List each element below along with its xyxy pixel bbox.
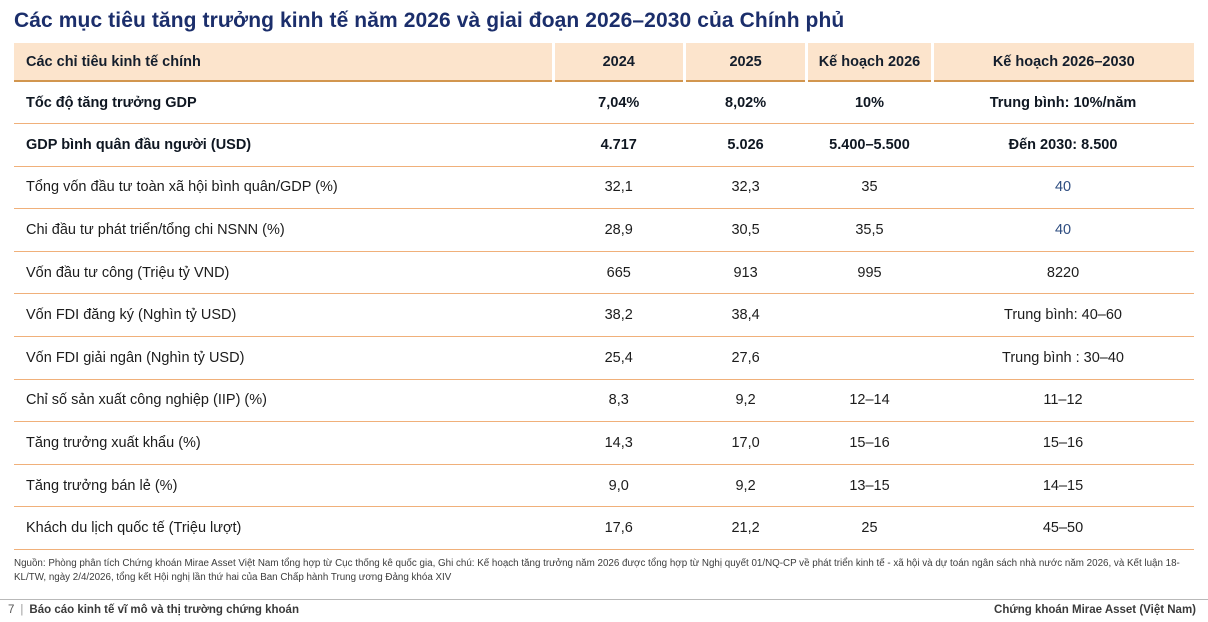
indicator-value: 9,2 bbox=[684, 379, 807, 423]
table-row: Chỉ số sản xuất công nghiệp (IIP) (%) 8,3… bbox=[14, 379, 1194, 423]
table-row: GDP bình quân đầu người (USD) 4.717 5.026 5… bbox=[14, 123, 1194, 167]
indicator-value: 21,2 bbox=[684, 506, 807, 551]
indicator-value: 35,5 bbox=[806, 208, 933, 252]
indicator-label: Tổng vốn đầu tư toàn xã hội bình quân/GD… bbox=[14, 166, 554, 210]
footer-bar: 7 | Báo cáo kinh tế vĩ mô và thị trường … bbox=[0, 599, 1208, 622]
indicator-value: 11–12 bbox=[932, 379, 1194, 423]
page-title: Các mục tiêu tăng trưởng kinh tế năm 202… bbox=[14, 9, 845, 32]
table-row: Tổng vốn đầu tư toàn xã hội bình quân/GD… bbox=[14, 166, 1194, 210]
indicator-value: 32,3 bbox=[684, 166, 807, 210]
indicator-label: Tốc độ tăng trưởng GDP bbox=[14, 81, 554, 125]
indicator-value: Trung bình : 30–40 bbox=[932, 336, 1194, 380]
page-number: 7 bbox=[8, 604, 15, 616]
column-header-plan-2026-2030: Kế hoạch 2026–2030 bbox=[930, 43, 1194, 82]
indicator-value: 7,04% bbox=[553, 81, 685, 125]
indicator-value: 4.717 bbox=[553, 123, 685, 167]
indicator-value: 38,4 bbox=[684, 293, 807, 338]
indicator-value: Trung bình: 10%/năm bbox=[932, 81, 1194, 125]
table-header: Các chỉ tiêu kinh tế chính 2024 2025 Kế … bbox=[14, 43, 1194, 82]
table-row: Khách du lịch quốc tế (Triệu lượt) 17,6 21… bbox=[14, 506, 1194, 551]
indicator-label: Vốn FDI đăng ký (Nghìn tỷ USD) bbox=[14, 293, 554, 338]
indicator-value: 5.400–5.500 bbox=[806, 123, 933, 167]
indicator-value: 25 bbox=[806, 506, 933, 551]
column-header-indicators: Các chỉ tiêu kinh tế chính bbox=[14, 43, 554, 82]
column-header-2025: 2025 bbox=[682, 43, 807, 82]
indicator-value: Trung bình: 40–60 bbox=[932, 293, 1194, 338]
indicator-value: 15–16 bbox=[806, 421, 933, 465]
indicator-value: 28,9 bbox=[553, 208, 685, 252]
indicator-label: GDP bình quân đầu người (USD) bbox=[14, 123, 554, 167]
indicator-label: Vốn FDI giải ngân (Nghìn tỷ USD) bbox=[14, 336, 554, 380]
indicator-value: 5.026 bbox=[684, 123, 807, 167]
report-name: Báo cáo kinh tế vĩ mô và thị trường chứn… bbox=[29, 604, 299, 616]
indicator-value: 8,02% bbox=[684, 81, 807, 125]
indicator-value: 17,6 bbox=[553, 506, 685, 551]
indicator-value: Đến 2030: 8.500 bbox=[932, 123, 1194, 167]
company-name: Chứng khoán Mirae Asset (Việt Nam) bbox=[994, 604, 1196, 616]
indicator-value: 45–50 bbox=[932, 506, 1194, 551]
indicator-value: 14–15 bbox=[932, 464, 1194, 508]
indicator-value: 35 bbox=[806, 166, 933, 210]
indicator-value: 27,6 bbox=[684, 336, 807, 380]
indicator-value: 665 bbox=[553, 251, 685, 295]
table-row: Tăng trưởng bán lẻ (%) 9,0 9,2 13–15 14–15 bbox=[14, 464, 1194, 508]
indicator-value: 8220 bbox=[932, 251, 1194, 295]
indicator-value bbox=[806, 336, 933, 380]
header-row: Các chỉ tiêu kinh tế chính 2024 2025 Kế … bbox=[14, 43, 1194, 82]
table-row: Vốn FDI đăng ký (Nghìn tỷ USD) 38,2 38,4 Tr… bbox=[14, 293, 1194, 338]
source-footnote: Nguồn: Phòng phân tích Chứng khoán Mirae… bbox=[14, 558, 1180, 583]
footer-divider: | bbox=[20, 604, 24, 616]
indicator-value: 14,3 bbox=[553, 421, 685, 465]
indicator-value: 38,2 bbox=[553, 293, 685, 338]
indicator-label: Vốn đầu tư công (Triệu tỷ VND) bbox=[14, 251, 554, 295]
indicator-value: 40 bbox=[932, 208, 1194, 252]
indicator-label: Tăng trưởng xuất khẩu (%) bbox=[14, 421, 554, 465]
indicator-value: 17,0 bbox=[684, 421, 807, 465]
indicator-value: 12–14 bbox=[806, 379, 933, 423]
footer-left: 7 | Báo cáo kinh tế vĩ mô và thị trường … bbox=[8, 604, 299, 616]
indicator-label: Chi đầu tư phát triển/tổng chi NSNN (%) bbox=[14, 208, 554, 252]
indicator-value: 10% bbox=[806, 81, 933, 125]
column-header-2024: 2024 bbox=[551, 43, 685, 82]
indicator-value: 30,5 bbox=[684, 208, 807, 252]
indicator-value: 9,0 bbox=[553, 464, 685, 508]
indicator-value bbox=[806, 293, 933, 338]
indicator-value: 40 bbox=[932, 166, 1194, 210]
indicator-label: Tăng trưởng bán lẻ (%) bbox=[14, 464, 554, 508]
indicator-label: Chỉ số sản xuất công nghiệp (IIP) (%) bbox=[14, 379, 554, 423]
economic-targets-table: Các chỉ tiêu kinh tế chính 2024 2025 Kế … bbox=[14, 43, 1194, 551]
indicator-value: 25,4 bbox=[553, 336, 685, 380]
indicator-value: 13–15 bbox=[806, 464, 933, 508]
indicator-value: 15–16 bbox=[932, 421, 1194, 465]
indicator-label: Khách du lịch quốc tế (Triệu lượt) bbox=[14, 506, 554, 551]
table-row: Vốn đầu tư công (Triệu tỷ VND) 665 913 995 8… bbox=[14, 251, 1194, 295]
table-row: Tăng trưởng xuất khẩu (%) 14,3 17,0 15–16 15… bbox=[14, 421, 1194, 465]
table-body: Tốc độ tăng trưởng GDP 7,04% 8,02% 10% Trung… bbox=[14, 81, 1194, 551]
indicator-value: 32,1 bbox=[553, 166, 685, 210]
indicator-value: 9,2 bbox=[684, 464, 807, 508]
indicator-value: 995 bbox=[806, 251, 933, 295]
indicator-value: 913 bbox=[684, 251, 807, 295]
column-header-plan-2026: Kế hoạch 2026 bbox=[805, 43, 933, 82]
table-row: Chi đầu tư phát triển/tổng chi NSNN (%) 2… bbox=[14, 208, 1194, 252]
indicator-value: 8,3 bbox=[553, 379, 685, 423]
table-row: Vốn FDI giải ngân (Nghìn tỷ USD) 25,4 27,6… bbox=[14, 336, 1194, 380]
table-row: Tốc độ tăng trưởng GDP 7,04% 8,02% 10% Trung… bbox=[14, 81, 1194, 125]
